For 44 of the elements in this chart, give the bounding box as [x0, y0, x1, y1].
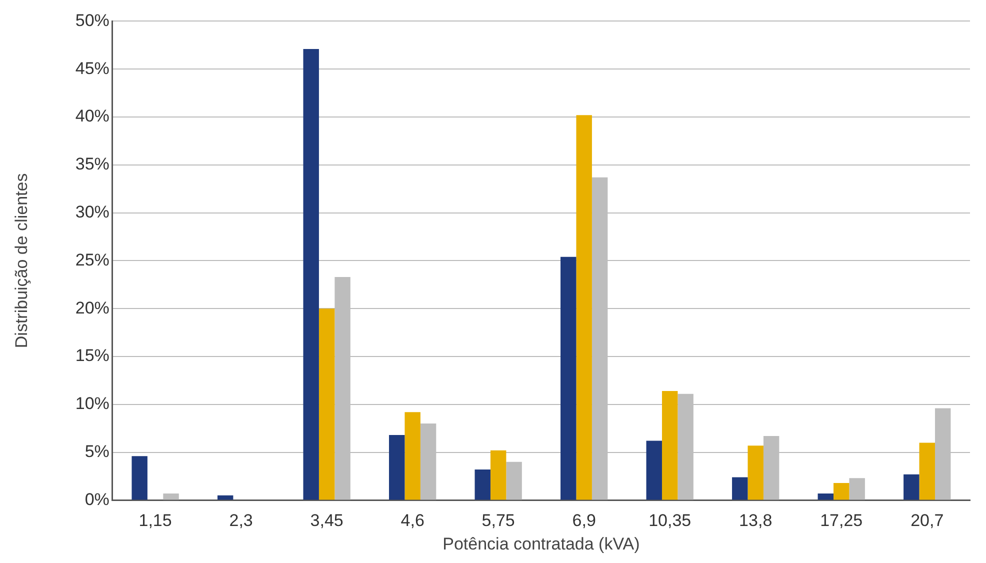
bar — [217, 495, 234, 500]
y-tick-label: 25% — [75, 250, 110, 270]
y-tick-label: 50% — [75, 10, 110, 30]
y-tick-label: 0% — [84, 490, 110, 509]
y-tick-label: 40% — [75, 106, 110, 126]
y-tick-label: 30% — [75, 202, 110, 222]
bar — [662, 390, 678, 500]
x-axis-title: Potência contratada (kVA) — [442, 534, 640, 554]
bar — [490, 450, 506, 500]
x-tick-label: 4,6 — [400, 511, 424, 530]
bar — [748, 446, 764, 500]
bar — [919, 442, 935, 500]
y-tick-label: 15% — [75, 346, 110, 366]
bar — [404, 412, 420, 500]
y-tick-label: 10% — [75, 394, 110, 414]
bar — [132, 456, 148, 500]
bar — [818, 493, 834, 500]
bar — [904, 474, 920, 500]
bar — [474, 470, 490, 500]
y-axis-title: Distribuição de clientes — [12, 173, 31, 348]
x-tick-label: 5,75 — [482, 511, 515, 530]
bar — [560, 256, 576, 500]
x-tick-label: 20,7 — [910, 511, 944, 530]
y-tick-label: 20% — [75, 298, 110, 318]
y-tick-label: 5% — [84, 442, 110, 461]
bar — [163, 493, 179, 500]
bar — [849, 478, 865, 500]
x-tick-label: 17,25 — [820, 511, 863, 530]
bar — [646, 440, 662, 500]
bar — [303, 48, 319, 500]
x-tick-label: 1,15 — [138, 511, 172, 530]
x-tick-label: 6,9 — [572, 511, 596, 530]
y-tick-label: 45% — [75, 58, 110, 78]
bar — [834, 482, 850, 500]
x-tick-label: 3,45 — [310, 511, 344, 530]
bar — [388, 435, 405, 500]
x-tick-label: 2,3 — [229, 511, 253, 530]
bar — [576, 115, 592, 500]
y-tick-label: 35% — [75, 154, 110, 174]
x-tick-label: 13,8 — [739, 511, 772, 530]
bar — [732, 477, 748, 500]
x-tick-label: 10,35 — [648, 511, 692, 530]
bar — [318, 308, 335, 500]
bar — [506, 462, 522, 500]
